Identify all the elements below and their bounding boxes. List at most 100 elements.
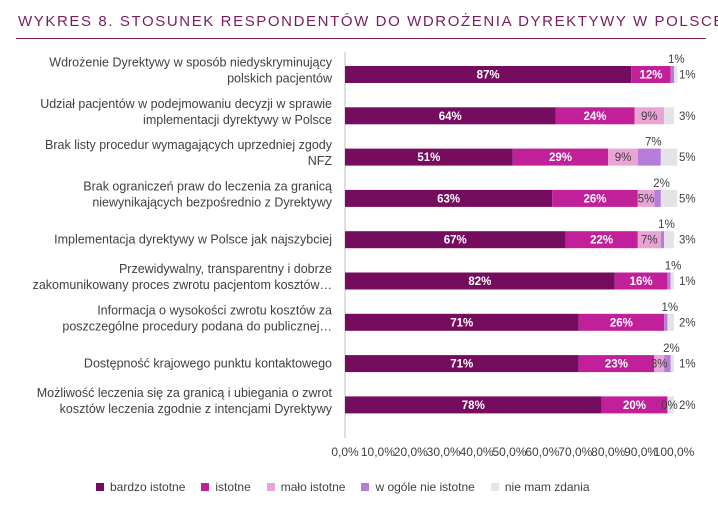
legend-item: istotne [201, 480, 251, 494]
bar-segment-5 [660, 189, 678, 207]
x-tick-label: 90,0% [624, 445, 658, 459]
category-label: Dostępność krajowego punktu kontaktowego [84, 357, 332, 371]
value-label: 71% [450, 359, 473, 371]
category-label: Wdrożenie Dyrektywy w sposób niedyskrymi… [49, 56, 332, 70]
value-label: 0% [661, 400, 678, 412]
bar-segment-4 [664, 313, 668, 331]
bar-segment-4 [654, 189, 661, 207]
value-label: 12% [639, 70, 662, 82]
value-label: 71% [450, 317, 473, 329]
value-label: 23% [605, 359, 628, 371]
x-tick-label: 100,0% [654, 445, 695, 459]
bar-segment-2 [512, 148, 609, 166]
category-label: zakomunikowany proces zwrotu pacjentom k… [33, 278, 332, 292]
category-label: polskich pacjentów [227, 72, 333, 86]
bar-segment-1 [345, 396, 602, 414]
category-label: niewynikających bezpośrednio z Dyrektywy [92, 195, 332, 209]
value-label: 26% [610, 317, 633, 329]
value-label: 22% [590, 235, 613, 247]
bar-segment-5 [670, 272, 674, 290]
bar-segment-2 [578, 355, 655, 373]
legend-item: w ogóle nie istotne [361, 480, 475, 494]
value-label: 5% [679, 193, 696, 205]
value-label: 2% [679, 317, 696, 329]
value-label: 20% [623, 400, 646, 412]
value-label: 5% [679, 152, 696, 164]
bar-segment-2 [565, 231, 638, 249]
x-tick-label: 30,0% [427, 445, 461, 459]
bar-segment-1 [345, 231, 566, 249]
legend-item: bardzo istotne [96, 480, 185, 494]
x-tick-label: 10,0% [361, 445, 395, 459]
bar-segment-1 [345, 107, 556, 125]
x-tick-label: 70,0% [558, 445, 592, 459]
value-label: 2% [679, 400, 696, 412]
bar-segment-1 [345, 313, 579, 331]
bar-segment-5 [670, 355, 674, 373]
legend-item: nie mam zdania [490, 480, 590, 494]
x-tick-label: 20,0% [394, 445, 428, 459]
value-label: 1% [679, 70, 696, 82]
chart-title: WYKRES 8. STOSUNEK RESPONDENTÓW DO WDROŻ… [18, 13, 718, 30]
value-label: 9% [641, 111, 658, 123]
value-label: 5% [638, 193, 655, 205]
legend-label: istotne [215, 480, 251, 494]
value-label: 1% [668, 54, 685, 66]
bar-segment-1 [345, 355, 579, 373]
title-rule [16, 38, 706, 39]
value-label: 7% [641, 235, 658, 247]
category-label: NFZ [308, 154, 333, 168]
category-label: poszczególne procedury podana do publicz… [62, 319, 332, 333]
bar-segment-4 [637, 148, 661, 166]
value-label: 9% [615, 152, 632, 164]
bar-segment-4 [667, 272, 671, 290]
legend-swatch [490, 483, 499, 491]
bar-segment-1 [345, 66, 632, 83]
category-label: Brak listy procedur wymagających uprzedn… [45, 138, 333, 152]
legend-label: w ogóle nie istotne [375, 480, 475, 494]
chart: Wdrożenie Dyrektywy w sposób niedyskrymi… [33, 52, 696, 459]
value-label: 78% [462, 400, 485, 412]
bar-segment-1 [345, 148, 513, 166]
bar-segment-4 [660, 231, 665, 249]
value-label: 3% [679, 235, 696, 247]
legend-swatch [266, 483, 275, 491]
category-label: Brak ograniczeń praw do leczenia za gran… [83, 179, 332, 193]
x-tick-label: 50,0% [492, 445, 526, 459]
value-label: 3% [679, 111, 696, 123]
bar-segment-5 [674, 66, 678, 83]
bar-segment-3 [637, 231, 661, 249]
bar-segment-2 [631, 66, 671, 83]
bar-segment-3 [654, 355, 665, 373]
category-label: Implementacja dyrektywy w Polsce jak naj… [54, 233, 332, 247]
bar-segment-3 [637, 189, 655, 207]
bar-segment-2 [552, 189, 638, 207]
legend-swatch [96, 483, 104, 491]
value-label: 26% [584, 193, 607, 205]
value-label: 1% [679, 276, 696, 288]
value-label: 29% [549, 152, 572, 164]
legend-label: nie mam zdania [504, 480, 590, 494]
bar-segment-2 [601, 396, 668, 414]
bar-segment-5 [667, 396, 674, 414]
value-label: 2% [653, 178, 670, 190]
value-label: 2% [663, 343, 680, 355]
category-label: Możliwość leczenia się za granicą i ubie… [37, 386, 333, 400]
value-label: 3% [651, 359, 668, 371]
bar-segment-5 [667, 313, 674, 331]
value-label: 67% [444, 235, 467, 247]
value-label: 1% [658, 219, 675, 231]
x-tick-label: 80,0% [591, 445, 625, 459]
legend-item: mało istotne [266, 480, 345, 494]
bar-segment-2 [578, 313, 665, 331]
category-label: kosztów leczenia zgodnie z intencjami Dy… [60, 402, 333, 416]
legend-swatch [361, 483, 370, 491]
bar-segment-3 [634, 107, 665, 125]
category-label: Przewidywalny, transparentny i dobrze [119, 262, 332, 276]
bar-segment-2 [555, 107, 635, 125]
bar-segment-4 [670, 66, 674, 83]
bar-segment-1 [345, 189, 553, 207]
bar-segment-1 [345, 272, 615, 290]
value-label: 16% [630, 276, 653, 288]
bar-segment-2 [614, 272, 668, 290]
